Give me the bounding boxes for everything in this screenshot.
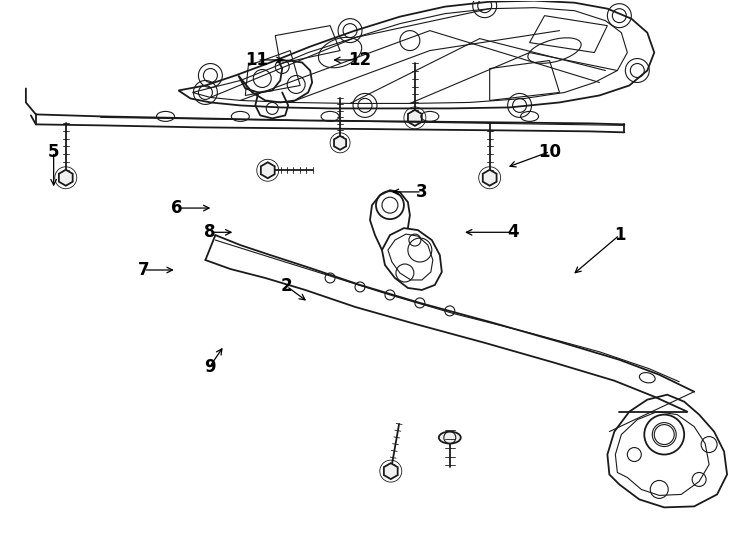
Text: 1: 1 xyxy=(614,226,625,244)
Text: 8: 8 xyxy=(204,224,215,241)
Polygon shape xyxy=(59,170,73,186)
Polygon shape xyxy=(408,110,422,126)
Text: 5: 5 xyxy=(48,143,59,160)
Text: 3: 3 xyxy=(416,183,428,201)
Text: 7: 7 xyxy=(138,261,150,279)
Polygon shape xyxy=(261,163,275,178)
Text: 12: 12 xyxy=(348,51,371,69)
Polygon shape xyxy=(334,136,346,150)
Text: 9: 9 xyxy=(204,358,215,376)
Polygon shape xyxy=(483,170,497,186)
Text: 10: 10 xyxy=(539,143,562,160)
Text: 11: 11 xyxy=(246,51,269,69)
Text: 4: 4 xyxy=(508,224,519,241)
Text: 2: 2 xyxy=(280,277,292,295)
Polygon shape xyxy=(384,463,398,479)
Ellipse shape xyxy=(439,431,461,443)
Text: 6: 6 xyxy=(171,199,183,217)
